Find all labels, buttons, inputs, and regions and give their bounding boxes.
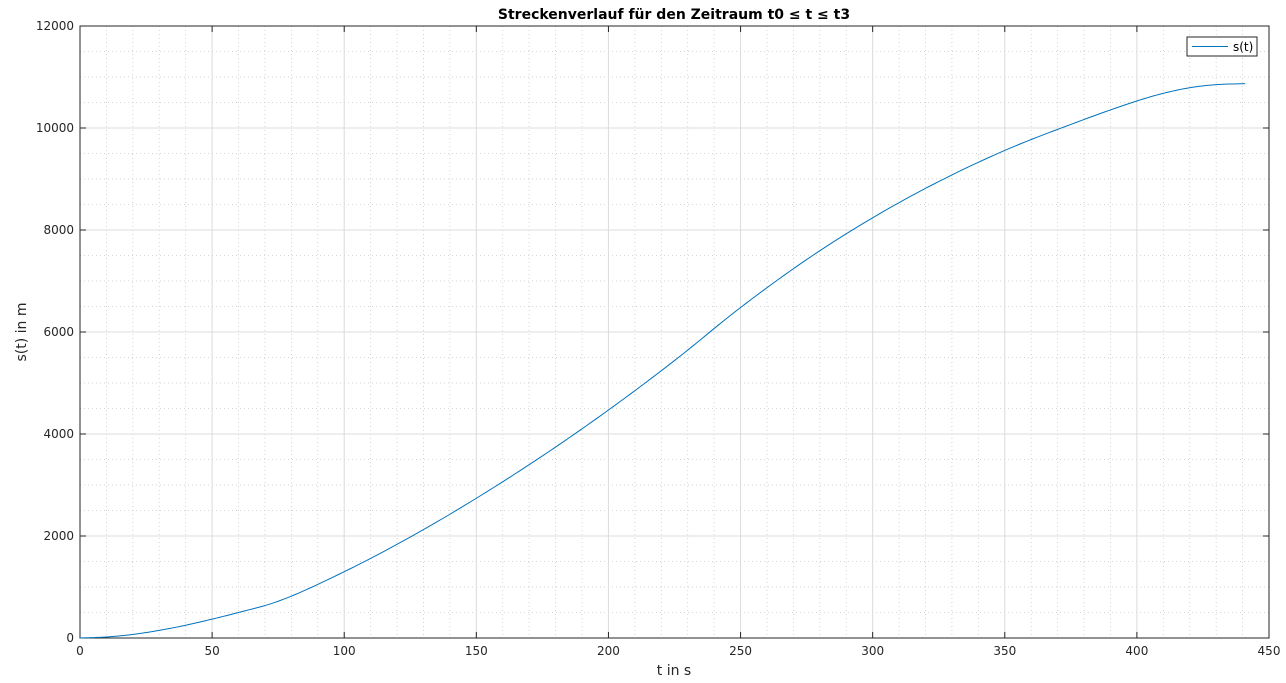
ticks: 0 50 100 150 200 250 300 350 400 450 0 2000 4000 6000…: [36, 19, 1281, 658]
x-tick-label: 350: [993, 644, 1016, 658]
x-tick-label: 50: [204, 644, 219, 658]
series-layer: [79, 83, 1246, 639]
x-tick-label: 400: [1125, 644, 1148, 658]
y-axis-label: s(t) in m: [14, 302, 30, 361]
legend: s(t): [1186, 36, 1258, 57]
series-line-s-t: [79, 83, 1246, 639]
x-tick-label: 300: [861, 644, 884, 658]
x-tick-label: 150: [465, 644, 488, 658]
x-axis-label: t in s: [657, 663, 691, 679]
x-tick-label: 200: [597, 644, 620, 658]
x-tick-label: 100: [333, 644, 356, 658]
x-tick-label: 250: [729, 644, 752, 658]
y-tick-label: 0: [66, 631, 74, 645]
y-tick-label: 12000: [36, 19, 74, 33]
legend-label-s-t: s(t): [1233, 40, 1253, 54]
x-tick-label: 0: [76, 644, 84, 658]
y-tick-label: 6000: [43, 325, 74, 339]
y-tick-label: 2000: [43, 529, 74, 543]
chart-title: Streckenverlauf für den Zeitraum t0 ≤ t …: [498, 7, 850, 23]
x-tick-label: 450: [1258, 644, 1281, 658]
y-tick-label: 4000: [43, 427, 74, 441]
y-tick-label: 8000: [43, 223, 74, 237]
y-tick-label: 10000: [36, 121, 74, 135]
